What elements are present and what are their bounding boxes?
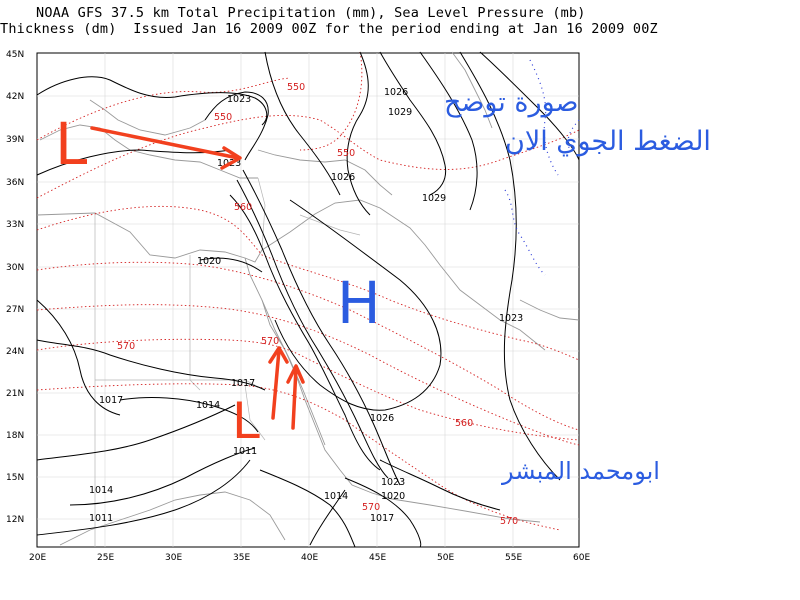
isobar-label: 1014 xyxy=(89,485,113,496)
thickness-contours xyxy=(36,51,580,531)
isobar-label: 1026 xyxy=(384,87,408,98)
isobar-label: 1017 xyxy=(231,378,255,389)
thickness-label: 550 xyxy=(337,148,355,159)
isobar-label: 1020 xyxy=(197,256,221,267)
lat-label: 36N xyxy=(6,178,24,188)
isobar-label: 1026 xyxy=(331,172,355,183)
thickness-label: 570 xyxy=(500,516,518,527)
isobar-label: 1029 xyxy=(388,107,412,118)
isobar-label: 1017 xyxy=(370,513,394,524)
lat-label: 24N xyxy=(6,347,24,357)
isobar-label: 1029 xyxy=(422,193,446,204)
lon-label: 30E xyxy=(165,553,182,563)
latitude-labels: 45N 42N 39N 36N 33N 30N 27N 24N 21N 18N … xyxy=(6,50,24,525)
isobar-label: 1014 xyxy=(324,491,348,502)
graticule xyxy=(37,53,579,547)
lat-label: 27N xyxy=(6,305,24,315)
arabic-caption-line1: صورة توضح xyxy=(444,87,578,118)
isobar-label: 1020 xyxy=(381,491,405,502)
thickness-label: 560 xyxy=(455,418,473,429)
lat-label: 12N xyxy=(6,515,24,525)
thickness-labels: 550 550 550 560 570 570 560 570 570 xyxy=(117,82,518,527)
map-title-line1: NOAA GFS 37.5 km Total Precipitation (mm… xyxy=(36,5,586,21)
thickness-label: 550 xyxy=(214,112,232,123)
annotation-arrows xyxy=(90,126,305,430)
arrow-north-1 xyxy=(271,348,281,420)
lon-label: 25E xyxy=(97,553,114,563)
lat-label: 45N xyxy=(6,50,24,60)
isobar-label: 1014 xyxy=(196,400,220,411)
isobar-label: 1011 xyxy=(233,446,257,457)
lat-label: 33N xyxy=(6,220,24,230)
lat-label: 30N xyxy=(6,263,24,273)
lat-label: 21N xyxy=(6,389,24,399)
thickness-label: 570 xyxy=(117,341,135,352)
thickness-label: 570 xyxy=(362,502,380,513)
lat-label: 42N xyxy=(6,92,24,102)
lat-label: 15N xyxy=(6,473,24,483)
arrow-nw-to-east xyxy=(90,126,240,160)
longitude-labels: 20E 25E 30E 35E 40E 45E 50E 55E 60E xyxy=(29,553,590,563)
lon-label: 35E xyxy=(233,553,250,563)
lon-label: 60E xyxy=(573,553,590,563)
isobar-label: 1017 xyxy=(99,395,123,406)
isobar-label: 1026 xyxy=(370,413,394,424)
lat-label: 39N xyxy=(6,135,24,145)
coastlines xyxy=(36,51,580,546)
precipitation-contours xyxy=(504,59,580,276)
arabic-caption-line2: الضغط الجوي الان xyxy=(505,126,711,157)
lon-label: 40E xyxy=(301,553,318,563)
low-pressure-marker: L xyxy=(232,392,260,450)
lon-label: 55E xyxy=(505,553,522,563)
lon-label: 20E xyxy=(29,553,46,563)
isobar-label: 1011 xyxy=(89,513,113,524)
lon-label: 45E xyxy=(369,553,386,563)
thickness-label: 570 xyxy=(261,336,279,347)
isobar-label: 1023 xyxy=(499,313,523,324)
signature-text: ابومحمد المبشر xyxy=(501,457,660,485)
high-pressure-marker: H xyxy=(337,269,381,337)
isobar-labels: 1023 1026 1029 1023 1026 1029 1020 1023 … xyxy=(89,87,523,524)
isobar-label: 1023 xyxy=(381,477,405,488)
low-pressure-marker: L xyxy=(55,110,87,178)
borders xyxy=(94,177,361,547)
isobar-label: 1023 xyxy=(227,94,251,105)
lat-label: 18N xyxy=(6,431,24,441)
lon-label: 50E xyxy=(437,553,454,563)
thickness-label: 550 xyxy=(287,82,305,93)
map-frame xyxy=(36,52,580,548)
arrow-north-2 xyxy=(291,366,298,430)
map-title-line2: Thickness (dm) Issued Jan 16 2009 00Z fo… xyxy=(0,21,658,37)
thickness-label: 560 xyxy=(234,202,252,213)
isobar-contours xyxy=(36,51,580,548)
